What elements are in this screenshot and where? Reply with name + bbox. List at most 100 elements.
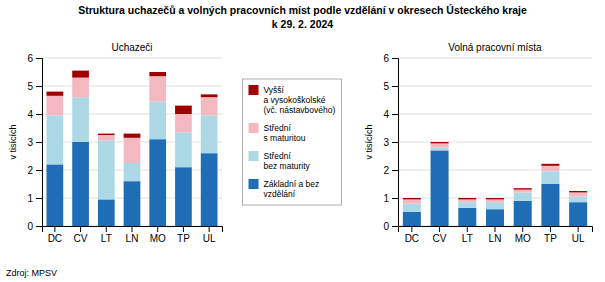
tick-mark bbox=[522, 226, 523, 232]
tick-label: LN bbox=[489, 233, 502, 244]
tick: 4 bbox=[27, 109, 42, 120]
bar bbox=[514, 192, 532, 200]
x-axis: DCCVLTLNMOTPUL bbox=[43, 226, 223, 244]
bar bbox=[201, 94, 218, 97]
tick-mark bbox=[392, 58, 398, 59]
axis-line bbox=[392, 59, 399, 227]
bar bbox=[403, 212, 421, 226]
tick-mark bbox=[80, 226, 81, 232]
y-axis: 0123456 bbox=[383, 53, 398, 232]
tick-mark bbox=[36, 58, 42, 59]
bar bbox=[403, 198, 421, 199]
bar bbox=[486, 202, 504, 209]
legend-entry: Střednís maturitou bbox=[249, 123, 306, 143]
panel: 0123456DCCVLTLNMOTPULVolná pracovní míst… bbox=[364, 42, 592, 244]
bar bbox=[149, 101, 166, 139]
tick-label: 3 bbox=[27, 137, 33, 148]
bar bbox=[175, 106, 192, 114]
bar bbox=[201, 97, 218, 115]
tick: 3 bbox=[27, 137, 42, 148]
tick: UL bbox=[572, 226, 585, 244]
tick-mark bbox=[209, 226, 210, 232]
bar bbox=[569, 192, 587, 196]
tick-mark bbox=[132, 226, 133, 232]
bar bbox=[124, 138, 141, 163]
bar bbox=[124, 181, 141, 226]
bar bbox=[201, 115, 218, 153]
legend: Vyššía vysokoškolské(vč. nástavbového)St… bbox=[243, 79, 342, 205]
grid-line bbox=[398, 170, 592, 171]
bar bbox=[541, 171, 559, 184]
tick-label: DC bbox=[405, 233, 419, 244]
tick-mark bbox=[578, 226, 579, 232]
grid bbox=[42, 58, 222, 226]
subtitle: k 29. 2. 2024 bbox=[272, 18, 333, 30]
tick-label: 4 bbox=[383, 109, 389, 120]
tick: 5 bbox=[27, 81, 42, 92]
bar bbox=[514, 188, 532, 189]
bar bbox=[124, 163, 141, 181]
tick: 3 bbox=[383, 137, 398, 148]
tick-mark bbox=[36, 170, 42, 171]
bar bbox=[569, 197, 587, 203]
bar bbox=[98, 134, 115, 135]
tick-label: CV bbox=[74, 233, 88, 244]
tick: LN bbox=[126, 226, 139, 244]
series bbox=[403, 142, 587, 199]
bar bbox=[458, 202, 476, 208]
tick-mark bbox=[439, 226, 440, 232]
bars bbox=[47, 71, 218, 226]
bar bbox=[403, 199, 421, 203]
bar bbox=[149, 76, 166, 101]
tick-label: LN bbox=[126, 233, 139, 244]
bar bbox=[98, 135, 115, 141]
tick-mark bbox=[392, 114, 398, 115]
series bbox=[403, 148, 587, 212]
bar bbox=[458, 199, 476, 202]
tick-label: 6 bbox=[383, 53, 389, 64]
tick: 4 bbox=[383, 109, 398, 120]
bar bbox=[72, 142, 89, 226]
bar bbox=[431, 150, 449, 226]
chart-root: Struktura uchazečů a volných pracovních … bbox=[0, 0, 605, 282]
tick-label: MO bbox=[515, 233, 531, 244]
legend-label: Základní a bezvzdělání bbox=[264, 179, 320, 199]
bar bbox=[47, 164, 64, 226]
tick-mark bbox=[183, 226, 184, 232]
legend-entry: Základní a bezvzdělání bbox=[249, 179, 320, 199]
tick-mark bbox=[54, 226, 55, 232]
tick: 2 bbox=[27, 165, 42, 176]
tick-mark bbox=[392, 170, 398, 171]
bar bbox=[458, 208, 476, 226]
tick-label: MO bbox=[150, 233, 166, 244]
tick-mark bbox=[157, 226, 158, 232]
bar bbox=[514, 201, 532, 226]
tick-mark bbox=[495, 226, 496, 232]
bars bbox=[403, 142, 587, 226]
tick: UL bbox=[203, 226, 216, 244]
tick: LN bbox=[489, 226, 502, 244]
tick-label: 5 bbox=[27, 81, 33, 92]
axis-line bbox=[36, 59, 43, 227]
legend-label: Střednís maturitou bbox=[264, 123, 306, 143]
legend-label: Středníbez maturity bbox=[264, 151, 311, 171]
bar bbox=[541, 184, 559, 226]
legend-entry: Středníbez maturity bbox=[249, 151, 311, 171]
y-axis-title: v tisících bbox=[364, 124, 374, 159]
bar bbox=[124, 134, 141, 138]
tick-label: 5 bbox=[383, 81, 389, 92]
bar bbox=[486, 209, 504, 226]
y-axis-title: v tisících bbox=[8, 124, 18, 159]
bar bbox=[47, 92, 64, 96]
bar bbox=[98, 199, 115, 226]
legend-swatch bbox=[249, 179, 259, 189]
series bbox=[47, 71, 218, 138]
tick: 0 bbox=[383, 221, 398, 232]
tick-label: CV bbox=[433, 233, 447, 244]
bar bbox=[514, 190, 532, 193]
tick: MO bbox=[150, 226, 166, 244]
legend-swatch bbox=[249, 151, 259, 161]
bar bbox=[541, 164, 559, 166]
tick: CV bbox=[74, 226, 88, 244]
series bbox=[403, 150, 587, 226]
